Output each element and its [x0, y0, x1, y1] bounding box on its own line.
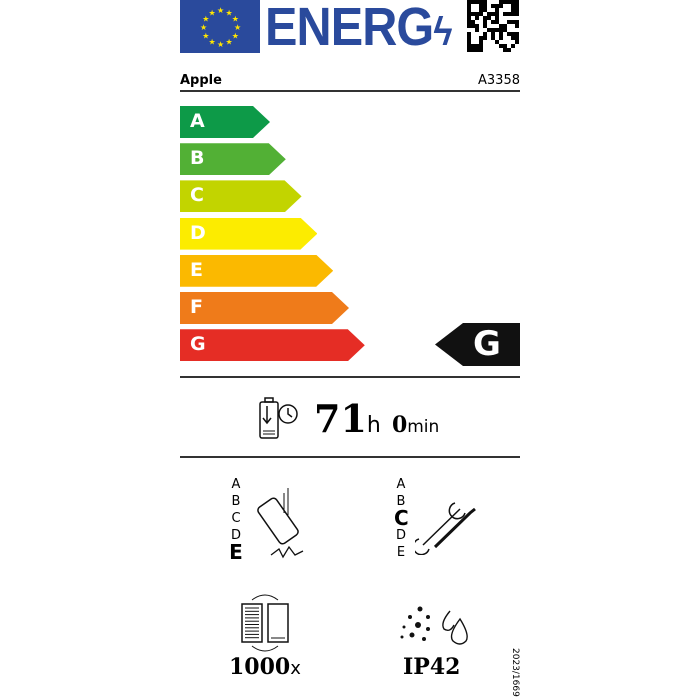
scale-letter: C	[231, 511, 241, 526]
brand-name: Apple	[180, 73, 222, 88]
energy-class-bar-e: E	[180, 255, 333, 287]
divider	[180, 456, 520, 458]
scale-letter: C	[394, 506, 409, 530]
scale-letter: A	[231, 477, 241, 492]
energy-class-bar-f: F	[180, 292, 349, 324]
scale-letter: B	[396, 494, 406, 509]
battery-cycles-icon	[241, 594, 289, 652]
battery-endurance-value: 71h 0min	[314, 396, 440, 441]
energy-class-letter: E	[190, 258, 203, 281]
star-icon: ★	[217, 40, 224, 49]
ip-rating: IP42	[403, 654, 461, 680]
star-icon: ★	[232, 15, 239, 24]
energy-class-letter: C	[190, 184, 204, 207]
energy-class-bar-a: A	[180, 106, 270, 138]
energy-class-letter: B	[190, 147, 205, 170]
battery-cycles-value: 1000x	[229, 654, 301, 680]
energy-class-letter: A	[190, 110, 205, 132]
energy-label-title: ENERGϟ	[265, 0, 452, 57]
battery-endurance-icon	[259, 397, 298, 439]
star-icon: ★	[217, 6, 224, 15]
model-number: A3358	[478, 73, 520, 88]
divider	[180, 90, 520, 92]
star-icon: ★	[226, 8, 233, 17]
star-icon: ★	[202, 32, 209, 41]
energy-class-bar-b: B	[180, 143, 286, 175]
dust-water-icon	[400, 606, 468, 645]
scale-letter: E	[229, 540, 243, 564]
divider	[180, 376, 520, 378]
scale-letter: B	[231, 494, 241, 509]
drop-resistance-icon	[257, 488, 304, 559]
energy-class-letter: D	[190, 221, 206, 244]
scale-letter: A	[396, 477, 406, 492]
star-icon: ★	[200, 23, 207, 32]
energy-class-bar-g: G	[180, 329, 365, 361]
scale-letter: D	[395, 528, 406, 543]
qr-code[interactable]	[467, 0, 519, 52]
energy-class-bar-d: D	[180, 218, 317, 250]
energy-class-indicator: G	[435, 323, 520, 366]
regulation-number: 2023/1669	[510, 648, 520, 697]
repair-tools-icon	[415, 502, 476, 555]
energy-class-letter: G	[190, 333, 206, 356]
star-icon: ★	[232, 32, 239, 41]
scale-letter: D	[230, 528, 241, 543]
energy-class-letter: F	[190, 296, 203, 318]
star-icon: ★	[202, 15, 209, 24]
energy-class-bar-c: C	[180, 180, 302, 212]
star-icon: ★	[226, 38, 233, 47]
scale-letter: E	[396, 545, 406, 560]
star-icon: ★	[234, 23, 241, 32]
star-icon: ★	[209, 38, 216, 47]
star-icon: ★	[209, 8, 216, 17]
eu-flag-logo: ★ ★ ★ ★ ★ ★ ★ ★ ★ ★ ★ ★	[180, 0, 260, 53]
